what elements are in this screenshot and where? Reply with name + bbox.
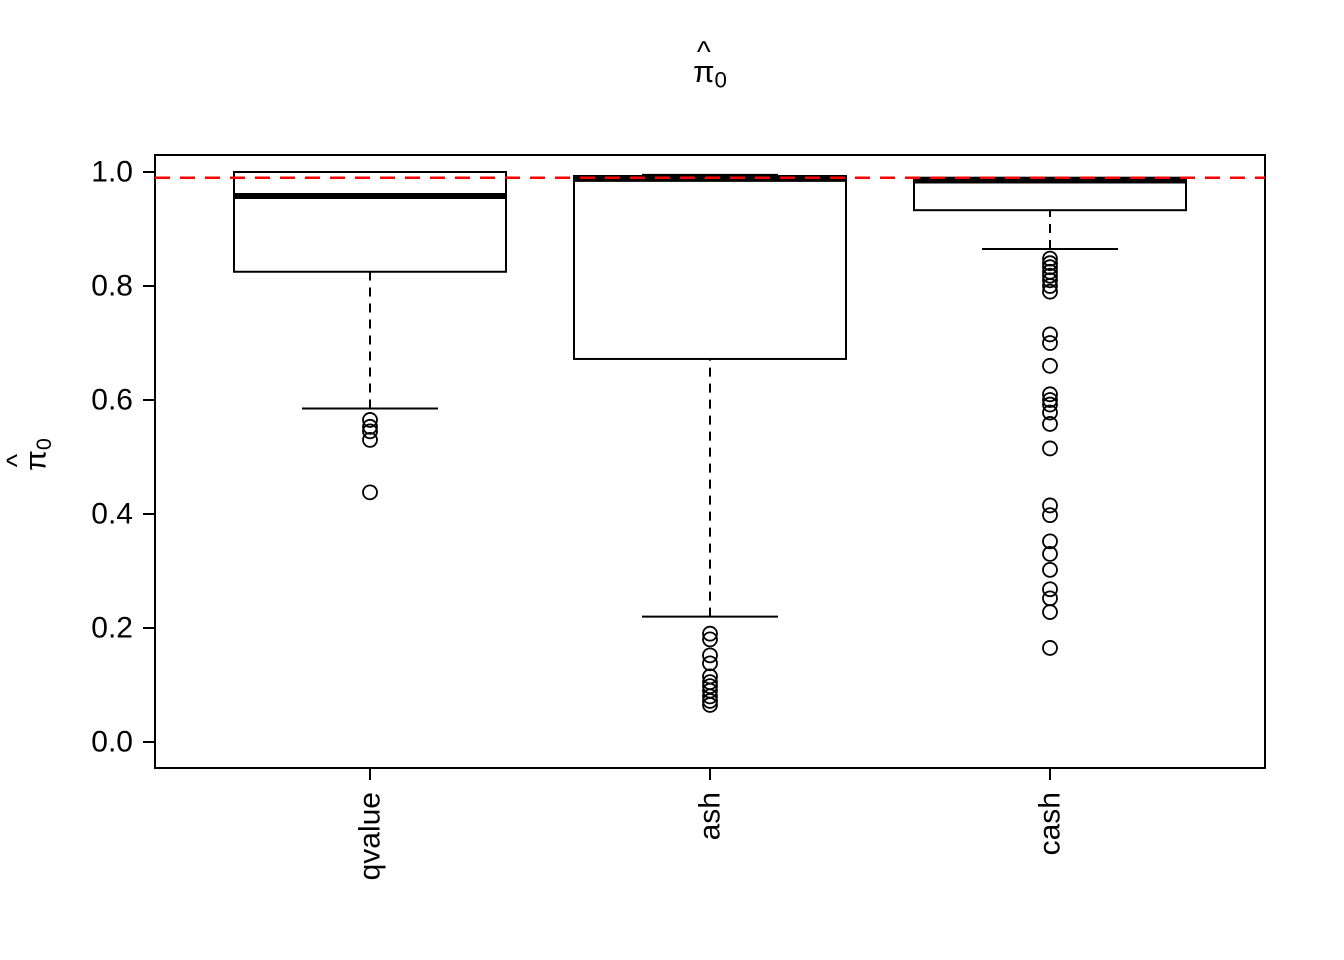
subscript-zero: 0 bbox=[714, 67, 727, 93]
outlier-point bbox=[1042, 357, 1058, 374]
box-qvalue bbox=[233, 171, 507, 273]
outlier-point bbox=[1042, 440, 1058, 457]
outlier-point bbox=[1042, 416, 1058, 432]
y-tick-label: 0.0 bbox=[91, 726, 133, 759]
x-category-label-qvalue: qvalue bbox=[354, 792, 387, 880]
outlier-point bbox=[1042, 283, 1058, 300]
chart-title: ^ π0 bbox=[693, 37, 727, 93]
y-tick-label: 0.6 bbox=[91, 384, 133, 417]
outlier-point bbox=[1042, 326, 1058, 343]
outlier-point bbox=[1042, 604, 1058, 620]
outlier-point bbox=[1042, 581, 1058, 598]
outlier-point bbox=[362, 412, 378, 428]
outlier-point bbox=[1042, 272, 1058, 289]
y-tick-label: 1.0 bbox=[91, 156, 133, 189]
outlier-point bbox=[1042, 404, 1058, 421]
outlier-point bbox=[1042, 335, 1058, 351]
y-tick-label: 0.4 bbox=[91, 498, 133, 531]
outlier-point bbox=[1042, 396, 1058, 413]
outlier-point bbox=[702, 688, 718, 705]
outlier-point bbox=[1042, 640, 1058, 656]
outlier-point bbox=[702, 625, 718, 642]
y-tick-label: 0.8 bbox=[91, 270, 133, 303]
y-tick-label: 0.2 bbox=[91, 612, 133, 645]
outlier-point bbox=[1042, 533, 1058, 550]
outlier-point bbox=[702, 655, 718, 672]
outlier-point bbox=[1042, 255, 1058, 272]
outlier-point bbox=[1042, 507, 1058, 524]
outlier-point bbox=[362, 431, 378, 448]
outlier-point bbox=[362, 423, 378, 440]
box-ash bbox=[573, 174, 847, 360]
outlier-point bbox=[702, 693, 718, 709]
outlier-point bbox=[1042, 278, 1058, 294]
outlier-point bbox=[1042, 497, 1058, 514]
pi-symbol: π bbox=[693, 54, 715, 89]
pi-hat-symbol: ^ π bbox=[693, 37, 715, 89]
outlier-point bbox=[702, 647, 718, 664]
outlier-point bbox=[1042, 546, 1058, 562]
outlier-point bbox=[1042, 392, 1058, 408]
outlier-point bbox=[1042, 267, 1058, 284]
outlier-point bbox=[702, 631, 718, 648]
x-category-label-cash: cash bbox=[1034, 792, 1067, 855]
x-category-label-ash: ash bbox=[694, 792, 727, 840]
hat-accent: ^ bbox=[696, 35, 711, 69]
outlier-point bbox=[1042, 386, 1058, 403]
outlier-point bbox=[702, 697, 718, 713]
outlier-point bbox=[1042, 590, 1058, 607]
outlier-point bbox=[1042, 561, 1058, 578]
outlier-point bbox=[362, 484, 378, 501]
